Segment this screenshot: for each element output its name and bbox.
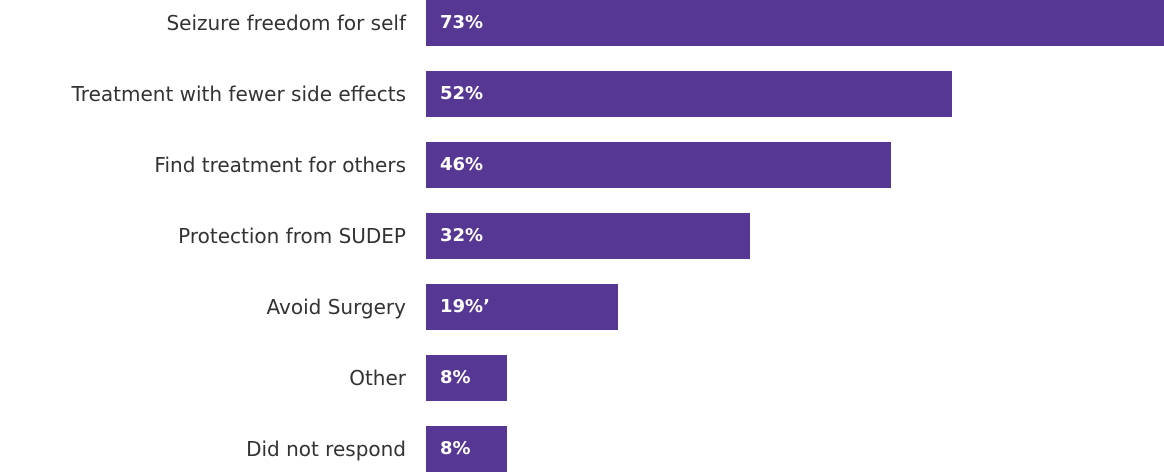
bar: 19%’ bbox=[426, 284, 618, 330]
bar: 46% bbox=[426, 142, 891, 188]
data-label: 73% bbox=[440, 12, 484, 33]
bar-row: Other 8% bbox=[0, 355, 1164, 401]
bar-row: Did not respond 8% bbox=[0, 426, 1164, 472]
category-label: Find treatment for others bbox=[154, 153, 406, 177]
category-label: Other bbox=[349, 366, 406, 390]
category-label: Treatment with fewer side effects bbox=[71, 82, 406, 106]
category-label: Protection from SUDEP bbox=[178, 224, 406, 248]
data-label: 32% bbox=[440, 225, 484, 246]
category-label: Did not respond bbox=[246, 437, 406, 461]
bar: 52% bbox=[426, 71, 952, 117]
data-label: 52% bbox=[440, 83, 484, 104]
data-label: 8% bbox=[440, 367, 471, 388]
data-label: 8% bbox=[440, 438, 471, 459]
bar: 73% bbox=[426, 0, 1164, 46]
category-label: Avoid Surgery bbox=[266, 295, 407, 319]
bar-row: Treatment with fewer side effects 52% bbox=[0, 71, 1164, 117]
bar: 32% bbox=[426, 213, 750, 259]
bar-row: Find treatment for others 46% bbox=[0, 142, 1164, 188]
bar-row: Protection from SUDEP 32% bbox=[0, 213, 1164, 259]
bar-row: Seizure freedom for self 73% bbox=[0, 0, 1164, 46]
bar: 8% bbox=[426, 426, 507, 472]
data-label: 19%’ bbox=[440, 296, 490, 317]
data-label: 46% bbox=[440, 154, 484, 175]
bar-row: Avoid Surgery 19%’ bbox=[0, 284, 1164, 330]
bar: 8% bbox=[426, 355, 507, 401]
category-label: Seizure freedom for self bbox=[166, 11, 406, 35]
